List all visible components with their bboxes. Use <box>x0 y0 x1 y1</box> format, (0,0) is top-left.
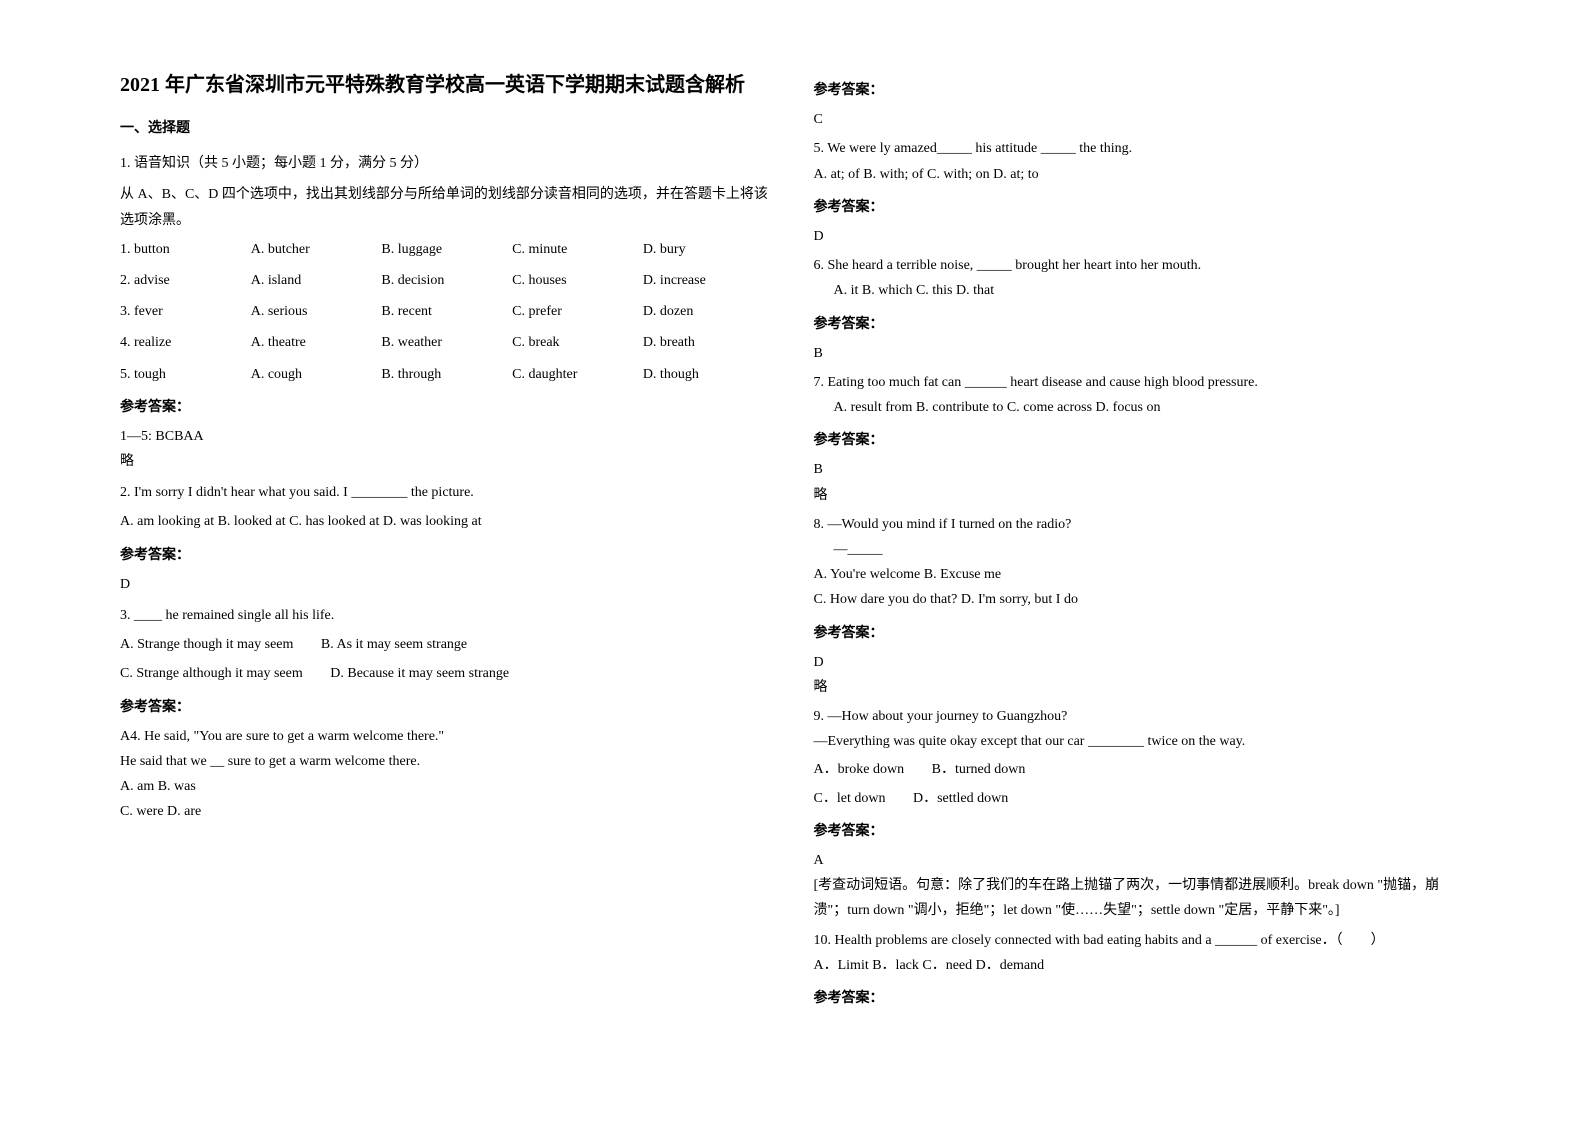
pinyin-row: 3. fever A. serious B. recent C. prefer … <box>120 299 774 324</box>
q6-text: 6. She heard a terrible noise, _____ bro… <box>814 253 1468 278</box>
q10-text: 10. Health problems are closely connecte… <box>814 928 1468 953</box>
q5-options: A. at; of B. with; of C. with; on D. at;… <box>814 162 1468 187</box>
q2-text: 2. I'm sorry I didn't hear what you said… <box>120 480 774 505</box>
q10-options: A．Limit B．lack C．need D．demand <box>814 953 1468 978</box>
pinyin-c: C. minute <box>512 237 643 262</box>
q3-opt-c: C. Strange although it may seem <box>120 661 303 686</box>
pinyin-row: 2. advise A. island B. decision C. house… <box>120 268 774 293</box>
q8-text: 8. —Would you mind if I turned on the ra… <box>814 512 1468 537</box>
pinyin-d: D. increase <box>643 268 774 293</box>
right-column: 参考答案： C 5. We were ly amazed_____ his at… <box>794 70 1488 1052</box>
q8-opts1: A. You're welcome B. Excuse me <box>814 562 1468 587</box>
q4-text1: A4. He said, "You are sure to get a warm… <box>120 724 774 749</box>
pinyin-num: 2. advise <box>120 268 251 293</box>
answer-label: 参考答案： <box>120 543 774 568</box>
answer-label: 参考答案： <box>814 986 1468 1011</box>
pinyin-c: C. prefer <box>512 299 643 324</box>
section-header: 一、选择题 <box>120 116 774 141</box>
q3-options-row1: A. Strange though it may seem B. As it m… <box>120 632 774 657</box>
q7-answer: B <box>814 457 1468 482</box>
q1-answer: 1—5: BCBAA <box>120 424 774 449</box>
q4-text2: He said that we __ sure to get a warm we… <box>120 749 774 774</box>
q7-text: 7. Eating too much fat can ______ heart … <box>814 370 1468 395</box>
pinyin-a: A. theatre <box>251 330 382 355</box>
q3-opt-b: B. As it may seem strange <box>321 632 467 657</box>
q7-options: A. result from B. contribute to C. come … <box>834 395 1468 420</box>
answer-label: 参考答案： <box>814 195 1468 220</box>
q3-opt-d: D. Because it may seem strange <box>330 661 509 686</box>
answer-label: 参考答案： <box>814 428 1468 453</box>
pinyin-d: D. breath <box>643 330 774 355</box>
q2-answer: D <box>120 572 774 597</box>
pinyin-a: A. butcher <box>251 237 382 262</box>
q9-options-row1: A．broke down B．turned down <box>814 757 1468 782</box>
q7-brief: 略 <box>814 483 1468 508</box>
answer-label: 参考答案： <box>814 78 1468 103</box>
pinyin-b: B. luggage <box>381 237 512 262</box>
q3-opt-a: A. Strange though it may seem <box>120 632 293 657</box>
q1-instruction: 从 A、B、C、D 四个选项中，找出其划线部分与所给单词的划线部分读音相同的选项… <box>120 182 774 232</box>
pinyin-c: C. houses <box>512 268 643 293</box>
pinyin-c: C. daughter <box>512 362 643 387</box>
pinyin-b: B. through <box>381 362 512 387</box>
pinyin-a: A. cough <box>251 362 382 387</box>
q9-opt-c: C．let down <box>814 786 886 811</box>
pinyin-table: 1. button A. butcher B. luggage C. minut… <box>120 237 774 387</box>
pinyin-b: B. decision <box>381 268 512 293</box>
q9-options-row2: C．let down D．settled down <box>814 786 1468 811</box>
q6-answer: B <box>814 341 1468 366</box>
answer-label: 参考答案： <box>814 312 1468 337</box>
q3-text: 3. ____ he remained single all his life. <box>120 603 774 628</box>
q3-options-row2: C. Strange although it may seem D. Becau… <box>120 661 774 686</box>
pinyin-c: C. break <box>512 330 643 355</box>
pinyin-num: 1. button <box>120 237 251 262</box>
pinyin-num: 3. fever <box>120 299 251 324</box>
left-column: 2021 年广东省深圳市元平特殊教育学校高一英语下学期期末试题含解析 一、选择题… <box>100 70 794 1052</box>
q9-opt-d: D．settled down <box>913 786 1008 811</box>
q1-intro: 1. 语音知识（共 5 小题；每小题 1 分，满分 5 分） <box>120 151 774 176</box>
pinyin-row: 1. button A. butcher B. luggage C. minut… <box>120 237 774 262</box>
pinyin-d: D. though <box>643 362 774 387</box>
pinyin-a: A. island <box>251 268 382 293</box>
q8-text2: —_____ <box>834 537 1468 562</box>
q9-opt-a: A．broke down <box>814 757 905 782</box>
q8-answer: D <box>814 650 1468 675</box>
q5-answer: D <box>814 224 1468 249</box>
pinyin-row: 4. realize A. theatre B. weather C. brea… <box>120 330 774 355</box>
q1-brief: 略 <box>120 449 774 474</box>
pinyin-num: 4. realize <box>120 330 251 355</box>
pinyin-num: 5. tough <box>120 362 251 387</box>
pinyin-b: B. weather <box>381 330 512 355</box>
answer-label: 参考答案： <box>120 395 774 420</box>
q9-answer: A <box>814 848 1468 873</box>
pinyin-a: A. serious <box>251 299 382 324</box>
pinyin-d: D. bury <box>643 237 774 262</box>
pinyin-d: D. dozen <box>643 299 774 324</box>
q4-opts2: C. were D. are <box>120 799 774 824</box>
q9-text: 9. —How about your journey to Guangzhou? <box>814 704 1468 729</box>
q5-text: 5. We were ly amazed_____ his attitude _… <box>814 136 1468 161</box>
q8-opts2: C. How dare you do that? D. I'm sorry, b… <box>814 587 1468 612</box>
q2-options: A. am looking at B. looked at C. has loo… <box>120 509 774 534</box>
document-title: 2021 年广东省深圳市元平特殊教育学校高一英语下学期期末试题含解析 <box>120 70 774 100</box>
q4-opts1: A. am B. was <box>120 774 774 799</box>
answer-label: 参考答案： <box>814 819 1468 844</box>
pinyin-row: 5. tough A. cough B. through C. daughter… <box>120 362 774 387</box>
q9-opt-b: B．turned down <box>932 757 1026 782</box>
answer-label: 参考答案： <box>120 695 774 720</box>
a4-answer: C <box>814 107 1468 132</box>
pinyin-b: B. recent <box>381 299 512 324</box>
answer-label: 参考答案： <box>814 621 1468 646</box>
q6-options: A. it B. which C. this D. that <box>834 278 1468 303</box>
q8-brief: 略 <box>814 675 1468 700</box>
q9-text2: —Everything was quite okay except that o… <box>814 729 1468 754</box>
q9-explanation: [考查动词短语。句意：除了我们的车在路上抛锚了两次，一切事情都进展顺利。brea… <box>814 873 1468 923</box>
